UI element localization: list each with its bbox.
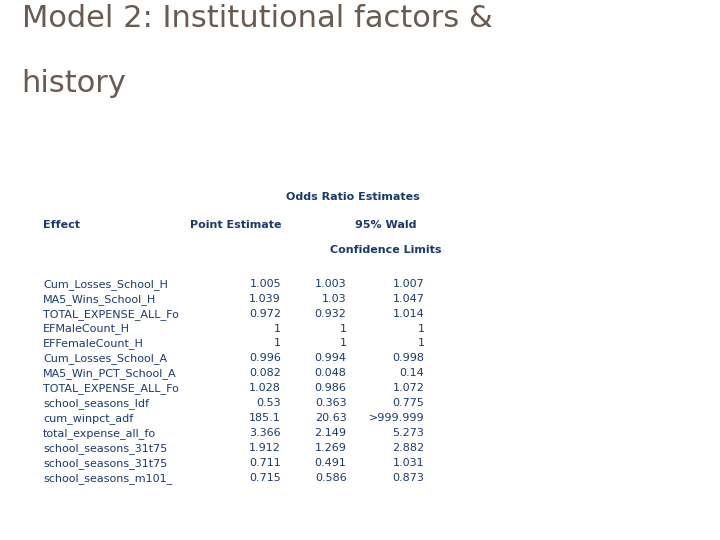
Text: Point Estimate: Point Estimate <box>189 220 281 230</box>
Text: 1.03: 1.03 <box>322 294 346 303</box>
Text: 0.932: 0.932 <box>315 309 346 319</box>
Text: 0.491: 0.491 <box>315 458 346 468</box>
Text: 185.1: 185.1 <box>249 413 281 423</box>
Text: EFMaleCount_H: EFMaleCount_H <box>43 323 130 334</box>
Text: MA5_Wins_School_H: MA5_Wins_School_H <box>43 294 156 305</box>
Text: 0.715: 0.715 <box>249 472 281 483</box>
Text: 0.711: 0.711 <box>249 458 281 468</box>
Text: Odds Ratio Estimates: Odds Ratio Estimates <box>286 192 420 202</box>
Text: 0.775: 0.775 <box>392 398 425 408</box>
Text: Model 2: Institutional factors &: Model 2: Institutional factors & <box>22 4 492 33</box>
Text: school_seasons_m101_: school_seasons_m101_ <box>43 472 173 484</box>
Text: >999.999: >999.999 <box>369 413 425 423</box>
Text: 95% Wald: 95% Wald <box>355 220 416 230</box>
Text: 5.273: 5.273 <box>392 428 425 438</box>
Text: EFFemaleCount_H: EFFemaleCount_H <box>43 339 144 349</box>
Text: 1: 1 <box>418 323 425 334</box>
Text: 1.912: 1.912 <box>249 443 281 453</box>
Text: 0.048: 0.048 <box>315 368 346 379</box>
Text: MA5_Win_PCT_School_A: MA5_Win_PCT_School_A <box>43 368 177 379</box>
Text: 0.986: 0.986 <box>315 383 346 393</box>
Text: 1.039: 1.039 <box>249 294 281 303</box>
Text: 1.007: 1.007 <box>392 279 425 289</box>
Text: 0.998: 0.998 <box>392 353 425 363</box>
Text: 3.366: 3.366 <box>249 428 281 438</box>
Text: 1: 1 <box>274 339 281 348</box>
Text: TOTAL_EXPENSE_ALL_Fo: TOTAL_EXPENSE_ALL_Fo <box>43 309 179 320</box>
Text: 0.14: 0.14 <box>400 368 425 379</box>
Text: 0.53: 0.53 <box>256 398 281 408</box>
Text: 1.014: 1.014 <box>392 309 425 319</box>
Text: 1.005: 1.005 <box>249 279 281 289</box>
Text: 1.072: 1.072 <box>392 383 425 393</box>
Text: 0.082: 0.082 <box>249 368 281 379</box>
Text: Cum_Losses_School_A: Cum_Losses_School_A <box>43 353 167 365</box>
Text: 0.363: 0.363 <box>315 398 346 408</box>
Text: 1.269: 1.269 <box>315 443 346 453</box>
Text: 0.873: 0.873 <box>392 472 425 483</box>
Text: 0.972: 0.972 <box>249 309 281 319</box>
Text: 0.586: 0.586 <box>315 472 346 483</box>
Text: total_expense_all_fo: total_expense_all_fo <box>43 428 156 439</box>
Text: school_seasons_31t75: school_seasons_31t75 <box>43 443 168 454</box>
Text: Confidence Limits: Confidence Limits <box>330 245 441 255</box>
Text: TOTAL_EXPENSE_ALL_Fo: TOTAL_EXPENSE_ALL_Fo <box>43 383 179 394</box>
Text: 0.996: 0.996 <box>249 353 281 363</box>
Text: 1.047: 1.047 <box>392 294 425 303</box>
Text: 20.63: 20.63 <box>315 413 346 423</box>
Text: Cum_Losses_School_H: Cum_Losses_School_H <box>43 279 168 289</box>
Text: school_seasons_ldf: school_seasons_ldf <box>43 398 149 409</box>
Text: 2.149: 2.149 <box>315 428 346 438</box>
Text: 1.028: 1.028 <box>249 383 281 393</box>
Text: 1: 1 <box>418 339 425 348</box>
Text: 1: 1 <box>274 323 281 334</box>
Text: 1: 1 <box>340 323 346 334</box>
Text: 0.994: 0.994 <box>315 353 346 363</box>
Text: 1.003: 1.003 <box>315 279 346 289</box>
Text: 2.882: 2.882 <box>392 443 425 453</box>
Text: history: history <box>22 69 127 98</box>
Text: 1.031: 1.031 <box>393 458 425 468</box>
Text: Effect: Effect <box>43 220 80 230</box>
Text: 1: 1 <box>340 339 346 348</box>
Text: school_seasons_31t75: school_seasons_31t75 <box>43 458 168 469</box>
Text: cum_winpct_adf: cum_winpct_adf <box>43 413 133 424</box>
